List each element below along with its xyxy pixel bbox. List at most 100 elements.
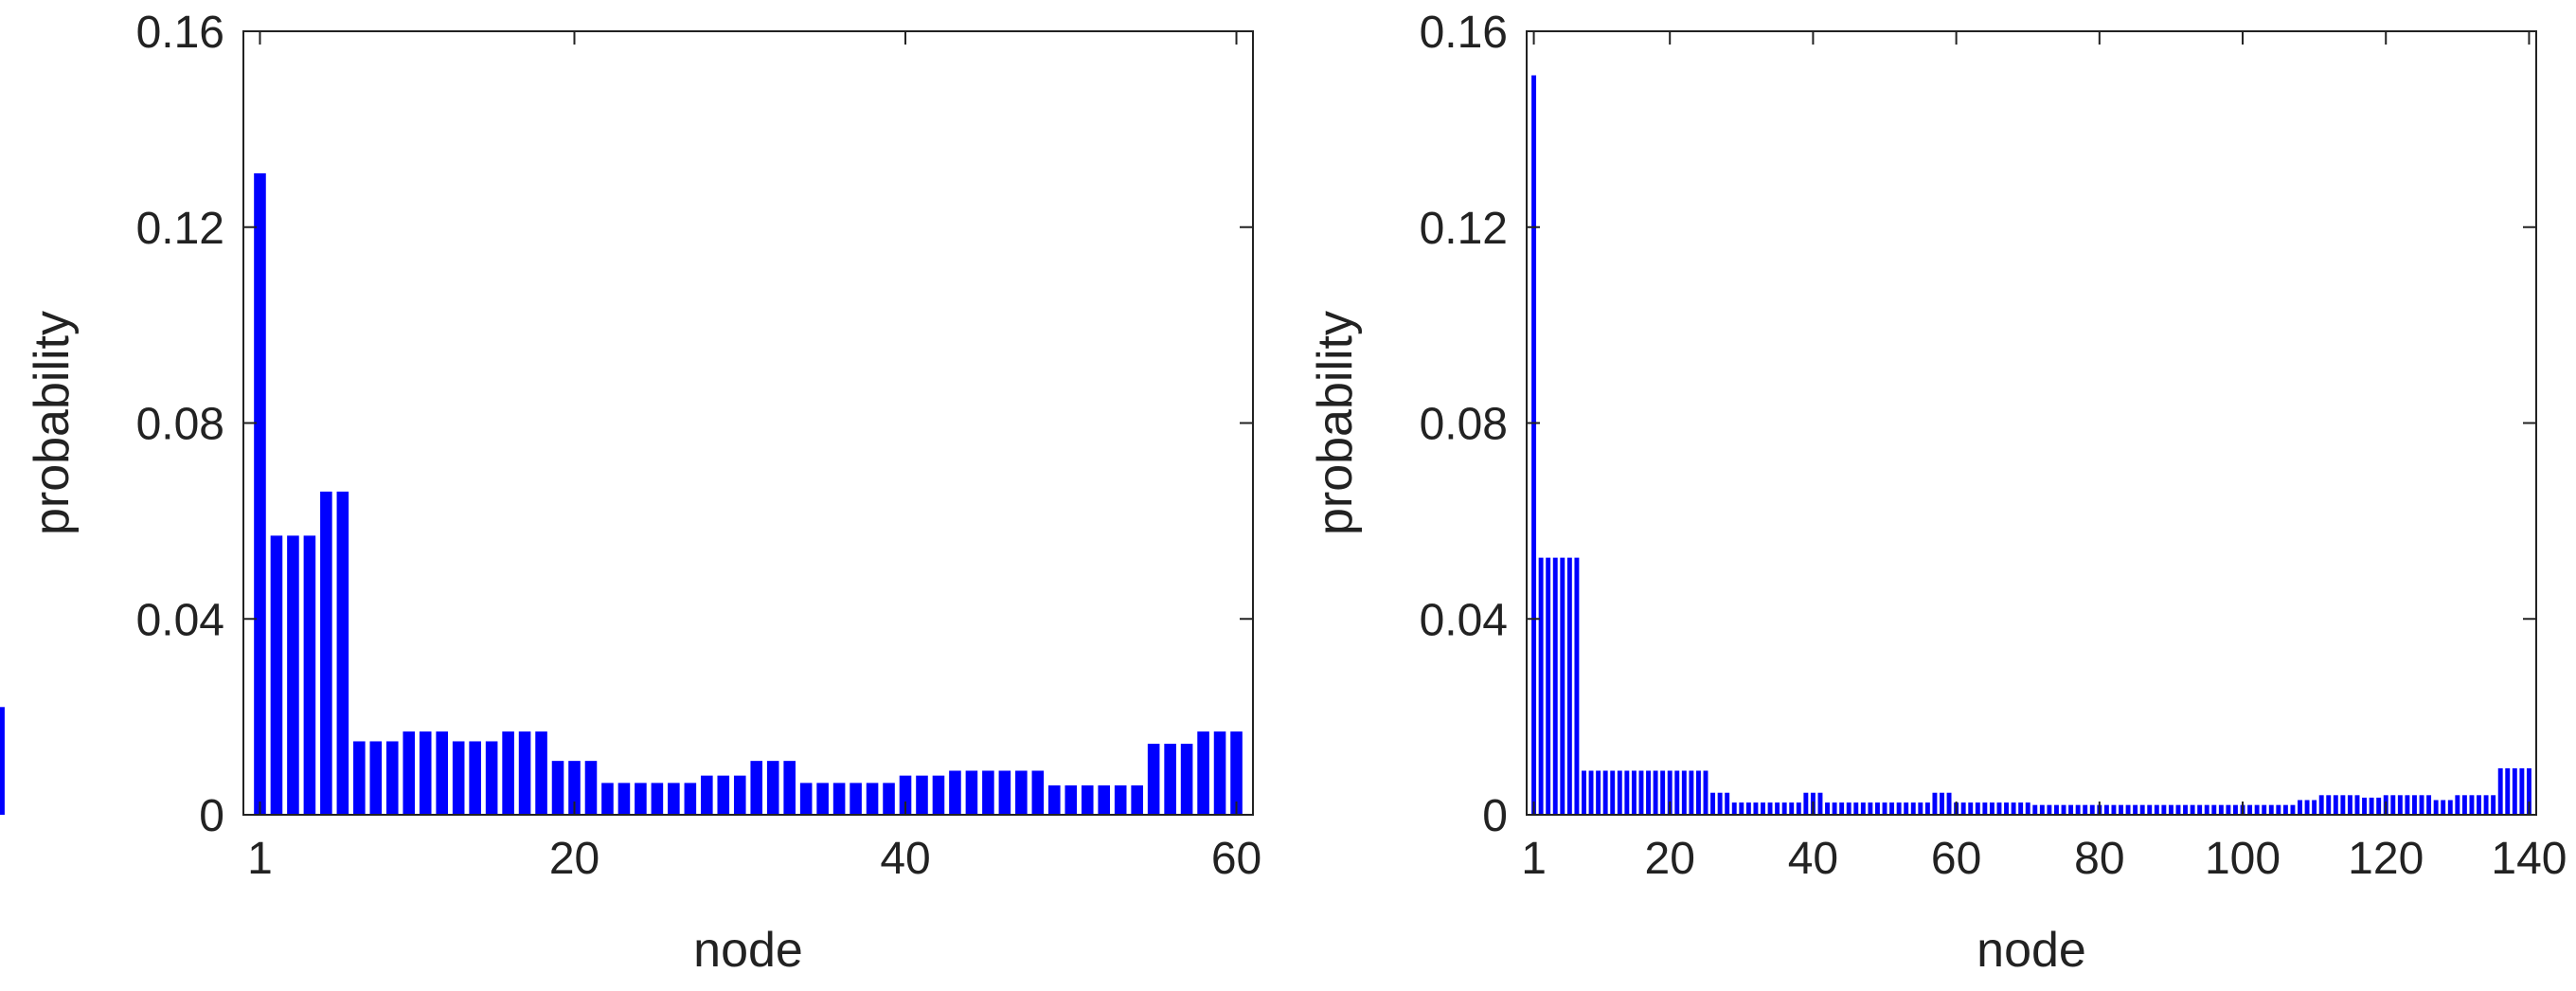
bar [2304, 800, 2310, 815]
bar [783, 761, 796, 815]
bar [982, 770, 994, 815]
bar [2390, 795, 2396, 815]
bar [303, 535, 316, 815]
bar [1803, 792, 1809, 815]
bar [1653, 770, 1658, 815]
bar [2354, 795, 2360, 815]
bar [1064, 784, 1078, 815]
bar [1860, 802, 1866, 815]
bar [1882, 802, 1887, 815]
bar [799, 783, 813, 815]
bar [2433, 800, 2439, 815]
bar [254, 172, 266, 816]
bar [2039, 804, 2045, 815]
right-bar-chart: 00.040.080.120.161 20 40 60 80 100 120 140nodep… [0, 8, 2567, 978]
bar [2282, 804, 2288, 815]
bar [750, 761, 763, 815]
bar [419, 731, 432, 815]
bar [601, 783, 614, 815]
bar [2054, 804, 2059, 815]
bar [535, 731, 547, 815]
y-tick-label: 0.12 [1420, 204, 1508, 254]
bar [2204, 804, 2209, 815]
bar [1531, 75, 1537, 816]
bar [1910, 802, 1916, 815]
x-axis-label: node [693, 923, 803, 978]
bar [2061, 804, 2066, 815]
bar [1817, 792, 1823, 815]
bar [668, 783, 680, 815]
bar [2491, 795, 2496, 815]
bar [2262, 804, 2267, 815]
bar [1552, 557, 1558, 815]
y-tick-label: 0.08 [1420, 400, 1508, 450]
bar [1989, 802, 1995, 815]
bar [1015, 770, 1028, 815]
bar [1832, 802, 1837, 815]
y-axis-label: probability [1308, 311, 1363, 535]
bar [1703, 770, 1708, 815]
bar [2441, 800, 2446, 815]
bar [2011, 802, 2016, 815]
bar [1646, 770, 1651, 815]
bar [1960, 802, 1966, 815]
y-tick-label: 0.12 [136, 204, 224, 254]
bar [1147, 744, 1160, 815]
bar [402, 731, 416, 815]
bar [369, 741, 383, 815]
bar [1230, 731, 1243, 815]
bar [2333, 795, 2338, 815]
bar [816, 783, 829, 815]
x-tick-label: 140 [2491, 834, 2567, 884]
bar [651, 783, 664, 815]
bar [2362, 797, 2368, 815]
y-tick-label: 0.16 [1420, 8, 1508, 58]
bar [2298, 800, 2302, 815]
bar [2247, 804, 2253, 815]
bar [949, 770, 961, 815]
bar [270, 535, 283, 815]
bar [1582, 770, 1586, 815]
bar [2483, 795, 2489, 815]
bar [385, 741, 399, 815]
bar [1904, 802, 1909, 815]
bar [1617, 770, 1622, 815]
bar [2477, 795, 2481, 815]
bar [2290, 804, 2296, 815]
bar [2505, 767, 2511, 815]
bar [866, 783, 879, 815]
bar [1717, 792, 1723, 815]
y-tick-label: 0 [1482, 791, 1508, 841]
bar [850, 783, 862, 815]
bar [1114, 784, 1127, 815]
bar [2197, 804, 2203, 815]
bar [932, 775, 945, 815]
bar [2183, 804, 2189, 815]
bar [2512, 767, 2517, 815]
x-tick-label: 20 [549, 834, 599, 884]
x-tick-label: 60 [1931, 834, 1981, 884]
bar [2233, 804, 2238, 815]
bar [2147, 804, 2153, 815]
bar [1781, 802, 1787, 815]
bar [2218, 804, 2224, 815]
bar [2068, 804, 2074, 815]
bar [2190, 804, 2195, 815]
bar [2412, 795, 2417, 815]
bar [1602, 770, 1608, 815]
bar [2018, 802, 2024, 815]
x-tick-label: 40 [1788, 834, 1838, 884]
bar [1164, 744, 1176, 815]
y-axis-label: probability [25, 311, 80, 535]
bar [2211, 804, 2217, 815]
bar [1667, 770, 1673, 815]
bar [883, 783, 895, 815]
bar [353, 741, 366, 815]
bar [1674, 770, 1680, 815]
bar [1610, 770, 1616, 815]
bar [2519, 767, 2525, 815]
bar [2312, 800, 2317, 815]
bar [336, 491, 349, 815]
bar [1761, 802, 1765, 815]
